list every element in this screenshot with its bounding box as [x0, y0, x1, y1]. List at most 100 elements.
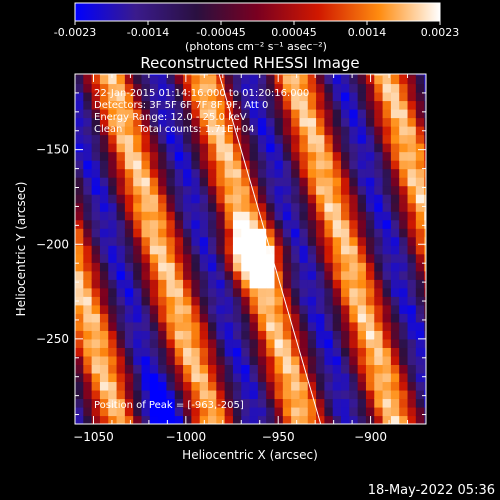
heatmap-cell: [149, 279, 159, 289]
heatmap-cell: [158, 134, 168, 144]
heatmap-cell: [199, 168, 209, 178]
heatmap-cell: [141, 74, 151, 76]
heatmap-cell: [424, 245, 426, 255]
colorbar-tick-label: -0.0014: [127, 26, 169, 39]
heatmap-cell: [232, 194, 242, 204]
heatmap-cell: [382, 228, 392, 238]
heatmap-cell: [208, 347, 217, 357]
heatmap-cell: [116, 117, 126, 127]
heatmap-cell: [324, 245, 334, 255]
heatmap-cell: [415, 287, 425, 297]
heatmap-cell: [191, 372, 201, 383]
heatmap-cell: [324, 91, 334, 102]
heatmap-cell: [282, 381, 292, 391]
heatmap-cell: [374, 151, 384, 161]
heatmap-cell: [257, 83, 267, 93]
heatmap-cell: [174, 270, 184, 280]
heatmap-cell: [232, 91, 242, 102]
heatmap-cell: [191, 398, 201, 408]
heatmap-cell: [357, 100, 367, 110]
heatmap-cell: [183, 406, 192, 417]
heatmap-cell: [199, 304, 209, 314]
heatmap-cell: [349, 372, 359, 383]
heatmap-cell: [357, 83, 367, 93]
heatmap-cell: [357, 279, 367, 289]
heatmap-cell: [75, 372, 84, 383]
heatmap-cell: [224, 126, 234, 136]
heatmap-cell: [75, 415, 84, 424]
heatmap-cell: [149, 321, 159, 331]
heatmap-cell: [149, 211, 159, 221]
heatmap-cell: [324, 398, 334, 408]
heatmap-cell: [199, 194, 209, 204]
heatmap-cell: [390, 287, 400, 297]
heatmap-cell: [91, 389, 101, 400]
heatmap-cell: [208, 245, 217, 255]
heatmap-cell: [174, 91, 184, 102]
heatmap-cell: [266, 270, 276, 280]
heatmap-cell: [83, 406, 93, 417]
heatmap-cell: [249, 143, 259, 153]
heatmap-cell: [274, 194, 284, 204]
heatmap-cell: [357, 151, 367, 161]
heatmap-cell: [83, 117, 93, 127]
heatmap-cell: [75, 321, 84, 331]
heatmap-cell: [224, 398, 234, 408]
heatmap-cell: [166, 143, 176, 153]
heatmap-cell: [191, 236, 201, 246]
heatmap-cell: [99, 355, 109, 365]
heatmap-cell: [141, 355, 151, 365]
heatmap-cell: [232, 270, 242, 280]
heatmap-cell: [108, 245, 118, 255]
heatmap-cell: [341, 321, 350, 331]
heatmap-cell: [166, 415, 176, 424]
heatmap-cell: [382, 355, 392, 365]
heatmap-cell: [357, 211, 367, 221]
heatmap-cell: [216, 389, 226, 400]
heatmap-cell: [141, 262, 151, 272]
heatmap-cell: [75, 236, 84, 246]
heatmap-cell: [415, 160, 425, 170]
heatmap-cell: [407, 296, 417, 306]
heatmap-cell: [291, 219, 301, 229]
heatmap-cell: [307, 168, 317, 178]
heatmap-cell: [133, 355, 143, 365]
heatmap-cell: [390, 253, 400, 263]
heatmap-cell: [424, 168, 426, 178]
heatmap-cell: [75, 406, 84, 417]
heatmap-cell: [149, 194, 159, 204]
heatmap-cell: [424, 253, 426, 263]
heatmap-cell: [332, 74, 342, 85]
heatmap-cell: [99, 364, 109, 374]
heatmap-cell: [407, 355, 417, 365]
heatmap-cell: [266, 143, 276, 153]
heatmap-cell: [399, 270, 409, 280]
heatmap-cell: [299, 372, 309, 383]
heatmap-cell: [174, 202, 184, 212]
heatmap-cell: [116, 126, 126, 136]
heatmap-cell: [332, 355, 342, 365]
heatmap-cell: [257, 177, 267, 187]
heatmap-cell: [108, 262, 118, 272]
heatmap-cell: [174, 321, 184, 331]
heatmap-cell: [191, 160, 201, 170]
heatmap-cell: [166, 279, 176, 289]
heatmap-cell: [75, 364, 84, 374]
heatmap-cell: [249, 109, 259, 119]
heatmap-cell: [341, 304, 350, 314]
heatmap-cell: [341, 296, 350, 306]
heatmap-cell: [75, 355, 84, 365]
heatmap-cell: [141, 279, 151, 289]
heatmap-cell: [307, 245, 317, 255]
heatmap-cell: [216, 211, 226, 221]
heatmap-cell: [83, 296, 93, 306]
heatmap-cell: [224, 168, 234, 178]
heatmap-cell: [282, 211, 292, 221]
heatmap-cell: [399, 406, 409, 417]
heatmap-cell: [124, 100, 134, 110]
heatmap-cell: [349, 262, 359, 272]
heatmap-cell: [241, 143, 251, 153]
heatmap-cell: [199, 228, 209, 238]
heatmap-cell: [191, 83, 201, 93]
heatmap-cell: [232, 406, 242, 417]
